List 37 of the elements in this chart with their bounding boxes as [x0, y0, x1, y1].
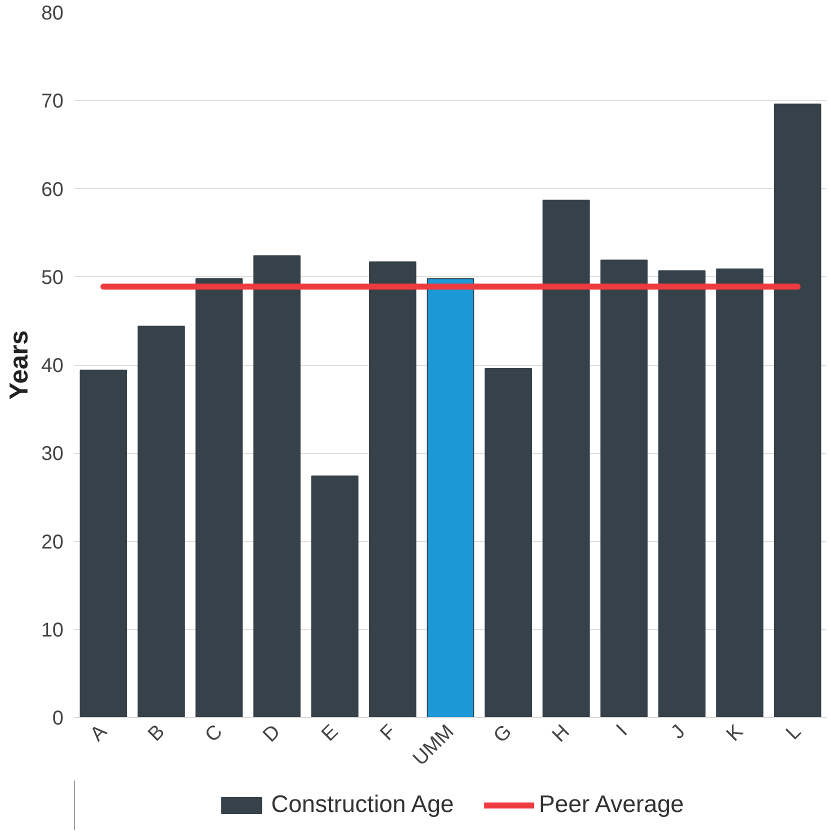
bar — [80, 370, 128, 718]
x-tick-label: L — [782, 720, 806, 744]
x-tick-label: A — [86, 720, 112, 746]
bar — [195, 278, 243, 718]
y-tick-label: 20 — [41, 531, 64, 554]
y-tick-label: 10 — [41, 619, 64, 642]
legend-label: Construction Age — [271, 791, 454, 819]
x-tick-label: I — [612, 720, 632, 740]
bar — [426, 278, 474, 718]
y-tick-label: 70 — [41, 90, 64, 113]
x-tick-label: J — [667, 720, 690, 744]
x-tick-label: H — [548, 720, 574, 746]
y-tick-label: 0 — [52, 708, 64, 730]
bar — [484, 368, 532, 718]
x-tick-label: F — [376, 720, 400, 745]
y-tick-label: 60 — [41, 178, 64, 201]
y-tick-label: 30 — [41, 443, 64, 466]
bar — [774, 104, 822, 718]
x-tick-label: G — [490, 720, 516, 748]
bar — [253, 255, 301, 718]
x-tick-label: C — [201, 720, 227, 746]
x-tick-label: E — [318, 720, 343, 746]
bar — [138, 326, 185, 718]
bar — [600, 260, 648, 718]
y-tick-label: 50 — [41, 266, 64, 289]
y-tick-label: 40 — [41, 355, 64, 377]
legend-label: Peer Average — [538, 791, 684, 819]
x-tick-label: K — [722, 720, 748, 746]
x-tick-label: B — [144, 720, 170, 746]
bar — [369, 261, 416, 718]
bar — [311, 476, 358, 718]
y-axis-title: Years — [3, 330, 34, 400]
bar — [716, 268, 764, 718]
bar — [658, 270, 706, 718]
x-tick-label: D — [258, 720, 285, 746]
y-tick-label: 80 — [41, 2, 64, 24]
bar — [542, 200, 590, 718]
